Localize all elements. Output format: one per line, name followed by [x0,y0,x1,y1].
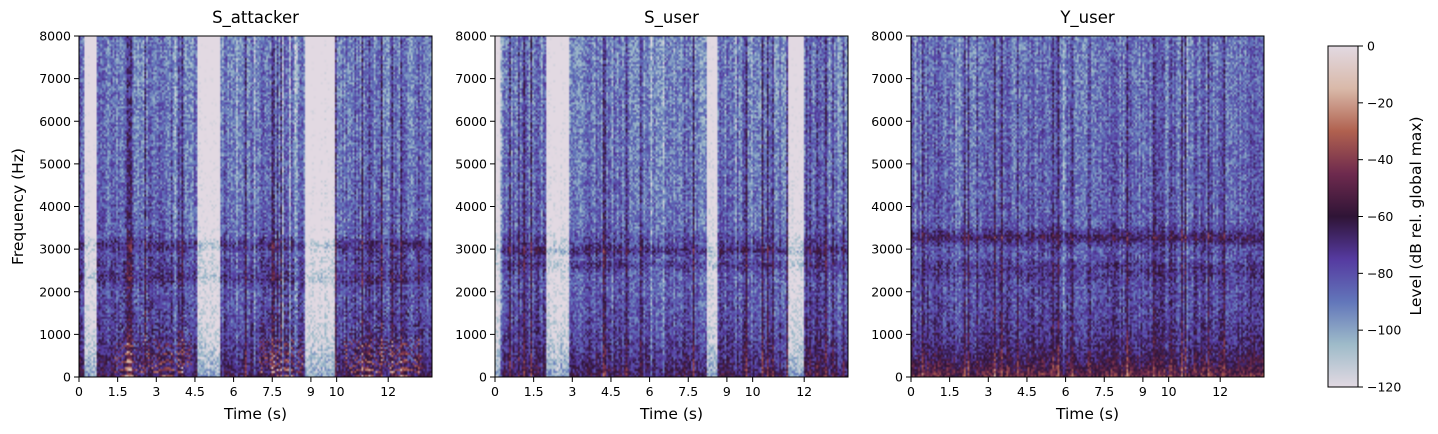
y-tick-label: 1000 [39,327,71,342]
panel-title: S_attacker [212,8,299,28]
y-tick-label: 3000 [39,242,71,257]
panel-title: S_user [644,8,699,28]
spectrogram-image [495,36,848,377]
x-tick-label: 0 [75,384,83,399]
y-tick-label: 6000 [39,114,71,129]
y-tick-label: 2000 [39,284,71,299]
x-axis-label: Time (s) [639,405,703,423]
y-tick-label: 6000 [455,114,487,129]
x-axis-label: Time (s) [223,405,287,423]
colorbar-label: Level (dB rel. global max) [1407,116,1425,315]
y-tick-label: 8000 [871,29,903,44]
panel-title: Y_user [1059,8,1115,28]
y-tick-label: 2000 [455,284,487,299]
y-axis-label: Frequency (Hz) [9,148,27,265]
x-tick-label: 1.5 [524,384,544,399]
colorbar-tick-label: −120 [1367,380,1401,395]
y-tick-label: 2000 [871,284,903,299]
x-tick-label: 10 [1161,384,1177,399]
x-tick-label: 7.5 [678,384,698,399]
x-tick-label: 4.5 [185,384,205,399]
y-tick-label: 7000 [39,71,71,86]
colorbar-tick-label: −100 [1367,323,1401,338]
x-tick-label: 12 [380,384,396,399]
x-tick-label: 4.5 [1017,384,1037,399]
y-tick-label: 1000 [455,327,487,342]
colorbar-tick-label: −80 [1367,266,1393,281]
x-tick-label: 7.5 [262,384,282,399]
colorbar-tick-label: 0 [1367,39,1375,54]
y-tick-label: 5000 [455,156,487,171]
y-tick-label: 8000 [39,29,71,44]
y-tick-label: 0 [63,370,71,385]
spectrogram-panel-1: S_attacker 0 1.5 3 4.5 6 7.5 9 10 12 0 1000 2000 3000… [9,8,433,423]
x-tick-label: 3 [568,384,576,399]
y-tick-label: 7000 [455,71,487,86]
y-tick-label: 3000 [455,242,487,257]
x-tick-label: 1.5 [108,384,128,399]
x-tick-label: 10 [745,384,761,399]
spectrogram-panel-3: Y_user 0 1.5 3 4.5 6 7.5 9 10 12 0 1000 2000 3000 4000… [871,8,1265,423]
y-tick-label: 3000 [871,242,903,257]
x-tick-label: 0 [907,384,915,399]
x-tick-label: 1.5 [940,384,960,399]
x-tick-label: 12 [1212,384,1228,399]
colorbar-tick-label: −20 [1367,95,1393,110]
x-tick-label: 4.5 [601,384,621,399]
x-tick-label: 9 [307,384,315,399]
x-tick-label: 9 [723,384,731,399]
x-tick-label: 3 [984,384,992,399]
colorbar: 0 −20 −40 −60 −80 −100 −120 Level (dB rel. glo… [1327,39,1425,395]
spectrogram-image [79,36,432,377]
spectrogram-panel-2: S_user 0 1.5 3 4.5 6 7.5 9 10 12 0 1000 2000 3000 4000… [455,8,849,423]
y-tick-label: 5000 [871,156,903,171]
spectrogram-image [911,36,1264,377]
x-axis-label: Time (s) [1055,405,1119,423]
x-tick-label: 7.5 [1094,384,1114,399]
y-tick-label: 1000 [871,327,903,342]
y-tick-label: 5000 [39,156,71,171]
colorbar-gradient [1327,45,1359,388]
x-tick-label: 6 [1062,384,1070,399]
x-tick-label: 12 [796,384,812,399]
x-tick-label: 0 [491,384,499,399]
x-tick-label: 10 [329,384,345,399]
y-tick-label: 0 [895,370,903,385]
y-tick-label: 4000 [871,199,903,214]
x-tick-label: 9 [1139,384,1147,399]
y-tick-label: 6000 [871,114,903,129]
y-tick-label: 8000 [455,29,487,44]
x-tick-label: 6 [230,384,238,399]
y-tick-label: 4000 [455,199,487,214]
y-tick-label: 7000 [871,71,903,86]
y-tick-label: 4000 [39,199,71,214]
colorbar-tick-label: −60 [1367,209,1393,224]
y-tick-label: 0 [479,370,487,385]
x-tick-label: 6 [646,384,654,399]
colorbar-tick-label: −40 [1367,152,1393,167]
x-tick-label: 3 [152,384,160,399]
